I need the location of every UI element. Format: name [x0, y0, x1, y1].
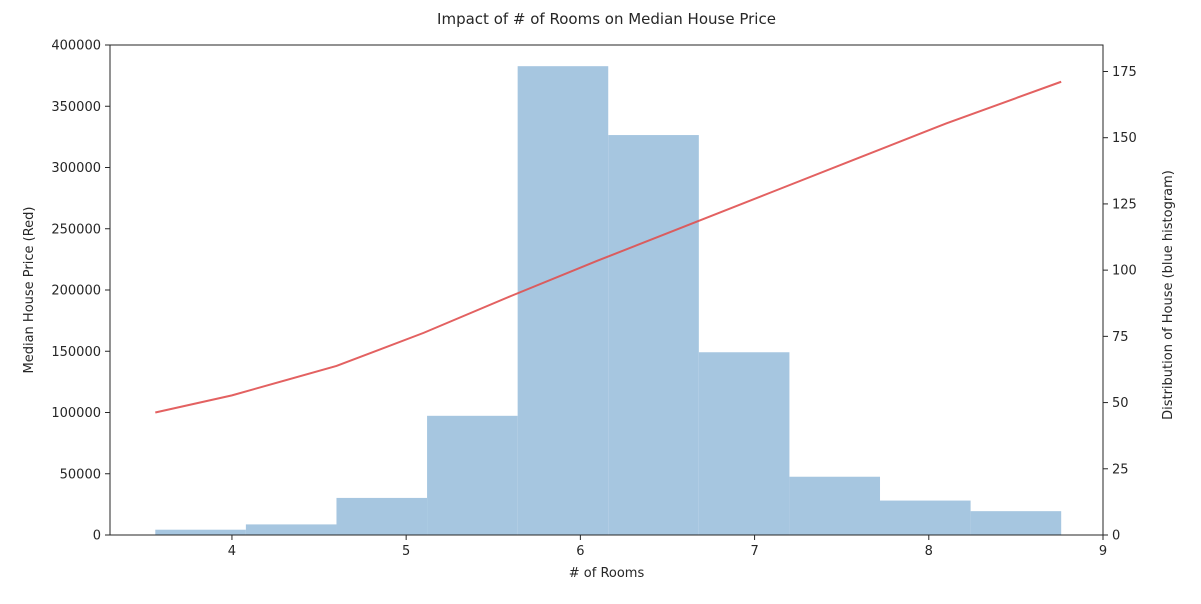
histogram-bar-1 — [155, 529, 246, 535]
histogram-bar-2 — [245, 524, 337, 535]
right-y-axis-title: Distribution of House (blue histogram) — [1161, 170, 1176, 420]
histogram-bar-6 — [608, 135, 699, 535]
right-y-tick-label: 25 — [1112, 462, 1129, 477]
histogram-layer — [155, 66, 1062, 536]
left-y-axis-ticks: 0 50000 100000 150000 200000 250000 300000 3500… — [51, 39, 110, 544]
x-tick-label: 7 — [750, 544, 758, 559]
right-y-tick-label: 150 — [1112, 131, 1137, 146]
histogram-bar-9 — [880, 500, 971, 535]
left-y-tick-label: 0 — [93, 529, 101, 544]
histogram-bar-3 — [336, 497, 428, 535]
left-y-tick-label: 400000 — [51, 39, 101, 54]
price-line-layer — [155, 80, 1062, 414]
x-tick-label: 9 — [1099, 544, 1107, 559]
left-y-tick-label: 150000 — [51, 345, 101, 360]
left-y-axis-title: Median House Price (Red) — [22, 207, 37, 374]
histogram-bar-7 — [698, 352, 790, 535]
histogram-bar-8 — [789, 476, 881, 535]
x-tick-label: 8 — [925, 544, 933, 559]
left-y-tick-label: 300000 — [51, 161, 101, 176]
right-y-tick-label: 125 — [1112, 197, 1137, 212]
right-y-tick-label: 100 — [1112, 264, 1137, 279]
x-axis-ticks: 4 5 6 7 8 9 — [228, 535, 1107, 559]
x-tick-label: 5 — [402, 544, 410, 559]
histogram-bar-5 — [517, 66, 609, 536]
left-y-tick-label: 200000 — [51, 284, 101, 299]
right-y-tick-label: 50 — [1112, 396, 1129, 411]
right-y-tick-label: 175 — [1112, 65, 1137, 80]
x-axis-title: # of Rooms — [569, 566, 645, 581]
histogram-bar-4 — [427, 415, 518, 535]
right-y-tick-label: 75 — [1112, 330, 1129, 345]
left-y-tick-label: 50000 — [60, 467, 101, 482]
left-y-tick-label: 100000 — [51, 406, 101, 421]
median-price-line — [155, 80, 1062, 414]
x-tick-label: 4 — [228, 544, 236, 559]
right-y-tick-label: 0 — [1112, 529, 1120, 544]
right-y-axis-ticks: 0 25 50 75 100 125 150 175 — [1103, 65, 1137, 544]
histogram-bar-10 — [970, 511, 1062, 535]
chart-title: Impact of # of Rooms on Median House Pri… — [437, 10, 776, 28]
left-y-tick-label: 250000 — [51, 222, 101, 237]
x-tick-label: 6 — [576, 544, 584, 559]
left-y-tick-label: 350000 — [51, 100, 101, 115]
